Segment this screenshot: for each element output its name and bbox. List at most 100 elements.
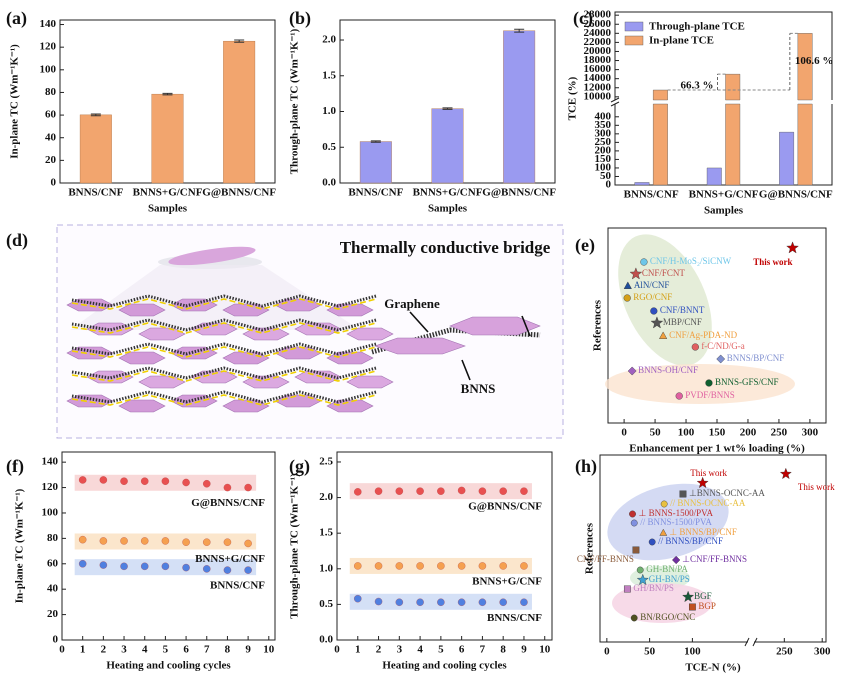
bnns-sheet: [346, 375, 394, 389]
point-label: CNF/FCNT: [642, 268, 686, 278]
y-tick-label: 0: [53, 634, 59, 646]
point: [478, 598, 487, 607]
point: [630, 519, 638, 527]
y-tick-label: 20: [45, 154, 57, 166]
point-label: This work: [690, 468, 727, 478]
y-tick-label: 100: [42, 507, 59, 519]
panel-letter: (d): [6, 230, 28, 251]
panel-letter: (a): [6, 8, 27, 29]
x-axis-label: Heating and cooling cycles: [106, 660, 231, 672]
y-tick-label: 28000: [584, 9, 612, 21]
y-tick-label: 1.5: [319, 527, 333, 539]
point: [437, 487, 445, 495]
series-label: BNNS+G/CNF: [472, 575, 542, 587]
y-axis-label: References: [584, 522, 596, 574]
y-tick-label: 2.0: [322, 34, 336, 46]
x-tick-label: 6: [459, 644, 465, 656]
x-tick-label: 1: [80, 644, 86, 656]
point: [140, 562, 149, 571]
error-bar: [442, 107, 453, 110]
point: [244, 539, 252, 548]
y-tick-label: 24000: [584, 27, 612, 39]
x-tick-label: 100: [684, 646, 701, 658]
y-tick-label: 26000: [584, 18, 612, 30]
x-tick-label: 9: [245, 644, 251, 656]
bar: [79, 114, 112, 184]
point: [691, 343, 699, 351]
point: [437, 562, 445, 570]
point: [660, 500, 668, 508]
point: [120, 537, 128, 545]
point: [203, 565, 211, 573]
bar: [652, 89, 668, 186]
y-tick-label: 1.0: [319, 562, 333, 574]
point: [223, 566, 232, 574]
graphene-strip: [71, 294, 377, 308]
point-label: GH-BN/PS: [649, 574, 690, 584]
point: [457, 562, 466, 570]
y-axis-label: In-plane TC (Wm⁻¹K⁻¹): [14, 488, 26, 603]
y-tick-label: 80: [45, 86, 57, 98]
error-bar: [90, 113, 101, 117]
y-tick-label: 140: [40, 18, 57, 30]
y-axis-label: TCE (%): [567, 76, 579, 120]
point: [120, 477, 128, 485]
guide-line: [667, 32, 798, 91]
point-label: BGP: [698, 601, 716, 611]
point: [688, 603, 696, 611]
error-bar: [370, 140, 381, 143]
point: [520, 598, 528, 607]
x-tick-label: 1: [355, 644, 361, 656]
point-label: // BNNS-1500/PVA: [640, 517, 712, 527]
x-tick-label: 3: [121, 644, 127, 656]
legend-label: In-plane TCE: [649, 35, 714, 47]
y-tick-label: 100: [40, 63, 57, 75]
point: [629, 267, 643, 280]
x-tick-label: 8: [500, 644, 506, 656]
point-label: BNNS-GFS/CNF: [715, 377, 779, 387]
x-tick-label: 4: [417, 644, 423, 656]
x-tick-label: 150: [709, 427, 726, 439]
point: [374, 562, 383, 570]
y-tick-label: 0.5: [322, 141, 336, 153]
point: [161, 477, 170, 485]
legend-swatch: [624, 21, 644, 32]
y-tick-label: 1.5: [322, 69, 336, 81]
point: [416, 562, 424, 570]
panel-letter: (g): [289, 456, 310, 477]
point: [354, 594, 362, 603]
panel-letter: (e): [575, 235, 595, 256]
point: [650, 316, 664, 329]
point-label: This work: [798, 482, 835, 492]
point-label: GH-BN/PA: [646, 564, 688, 574]
point: [659, 331, 668, 339]
bnns-sheet: [374, 337, 466, 355]
point-label: BGF: [694, 591, 712, 601]
x-tick-label: 250: [771, 427, 788, 439]
panel-letter: (c): [573, 8, 593, 29]
x-tick-label: BNNS/CNF: [68, 187, 123, 199]
point: [395, 598, 404, 607]
bar: [706, 167, 722, 186]
point: [140, 477, 149, 485]
panel-letter: (h): [575, 456, 597, 477]
point-label: ⊥ BNNS-1500/PVA: [639, 508, 714, 518]
x-tick-label: 6: [183, 644, 189, 656]
point: [520, 562, 528, 570]
y-tick-label: 0.0: [322, 177, 336, 189]
bnns-sheet: [190, 370, 238, 384]
point-label: BN/RGO/CNC: [640, 612, 695, 622]
y-tick-label: 40: [47, 583, 59, 595]
point: [354, 562, 362, 570]
bnns-sheet: [138, 375, 186, 389]
point-label: // BNNS-OCNC-AA: [670, 498, 746, 508]
point: [630, 614, 638, 622]
x-tick-label: 10: [539, 644, 551, 656]
point: [499, 562, 507, 570]
y-tick-label: 60: [45, 109, 57, 121]
point: [623, 585, 631, 593]
point: [395, 562, 404, 570]
point: [437, 598, 445, 607]
heat-path: [71, 346, 377, 358]
point: [203, 480, 211, 488]
